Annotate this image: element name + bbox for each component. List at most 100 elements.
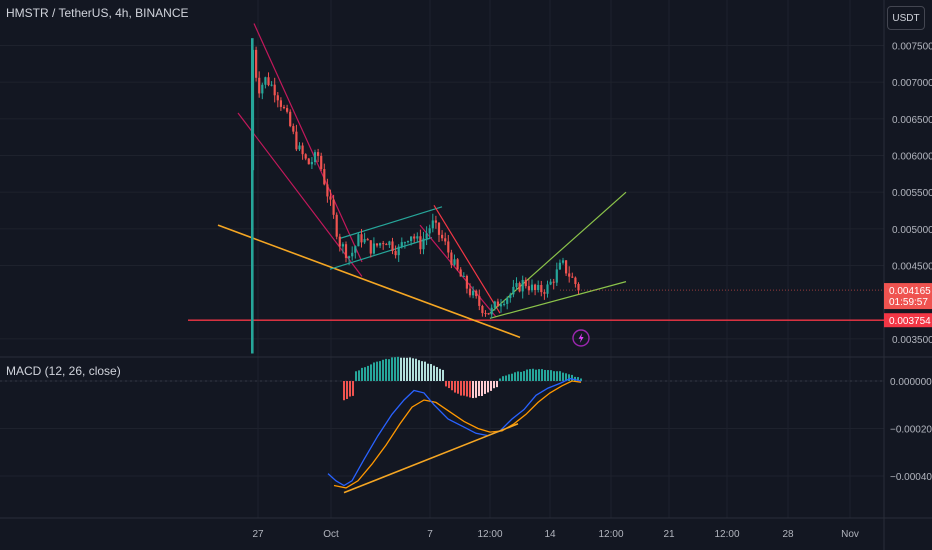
macd-histogram-bar [517,371,519,381]
channel-red-upper [253,23,363,263]
wedge-green-lower [489,281,627,319]
macd-histogram-bar [580,378,582,381]
candle-body [298,145,301,150]
candle-body [397,246,400,256]
candle-body [416,236,419,239]
channel-green-lower [329,237,433,270]
candle-body [369,240,372,254]
candle-body [267,77,270,86]
candle-body [512,286,515,295]
macd-histogram-bar [529,369,531,381]
candle-body [428,228,431,234]
symbol-title: HMSTR / TetherUS, 4h, BINANCE [6,6,189,20]
macd-histogram-bar [469,381,471,398]
macd-histogram-bar [418,360,420,381]
channel-red-lower [237,112,363,277]
time-tick-label: 12:00 [714,529,739,540]
macd-histogram-bar [535,369,537,381]
last-price-badge-bg [884,283,932,310]
candle-body [341,244,344,247]
macd-histogram-bar [388,359,390,381]
macd-histogram-bar [466,381,468,397]
candle-listing-spike [251,38,254,354]
candle-body [441,234,444,239]
macd-histogram-bar [541,369,543,381]
candle-body [558,262,561,270]
candle-body [270,84,273,86]
candle-body [301,145,304,155]
macd-histogram-bar [484,381,486,394]
macd-histogram-bar [532,368,534,381]
macd-histogram-bar [547,370,549,381]
candle-body [304,154,307,159]
candle-body [348,256,351,258]
candle-body [400,242,403,247]
macd-histogram-bar [553,371,555,381]
macd-pane [0,356,884,494]
candle-body [307,158,310,165]
macd-histogram-bar [565,373,567,381]
last-price-countdown: 01:59:57 [889,297,928,308]
macd-histogram-bar [361,367,363,381]
candle-body [422,238,425,250]
candle-body [382,243,385,245]
macd-histogram-bar [346,381,348,399]
macd-histogram-bar [436,367,438,381]
candle-body [320,155,323,170]
candle-body [323,169,326,185]
macd-histogram-bar [559,371,561,381]
candle-body [537,284,540,291]
candle-body [540,284,543,293]
macd-line [327,377,582,487]
macd-histogram-bar [526,369,528,381]
macd-histogram-bar [505,375,507,381]
macd-histogram-bar [514,372,516,381]
candle-body [310,162,313,165]
trendline-orange [217,224,521,339]
candle-body [326,184,329,197]
candle-body [437,222,441,235]
candles [251,38,580,354]
time-tick-label: Nov [841,529,859,540]
macd-histogram-bar [460,381,462,396]
macd-histogram-bar [445,381,447,387]
support-badge: 0.003754 [884,313,932,328]
macd-signal-line [333,380,582,489]
candle-body [295,131,298,150]
candle-body [518,283,521,292]
candle-body [403,242,406,244]
candle-body [521,279,524,292]
time-tick-label: 7 [427,529,433,540]
candle-body [543,292,546,294]
macd-histogram-bar [478,381,480,397]
macd-label: MACD (12, 26, close) [6,364,121,378]
candle-body [546,284,549,294]
candle-body [410,236,413,242]
candle-body [255,49,258,78]
macd-histogram-bar [577,377,579,381]
candle-body [475,290,478,297]
candle-body [565,260,568,274]
candle-body [372,243,375,254]
axes: 0.007500 0.007000 0.006500 0.006000 0.005500… [252,42,932,540]
lightning-icon[interactable] [572,329,590,347]
macd-histogram-bar [430,364,432,381]
drawings [188,23,884,339]
currency-button[interactable]: USDT [887,6,925,30]
macd-histogram-bar [490,381,492,391]
decline-red-upper [433,205,501,314]
candle-body [388,241,391,246]
candle-body [276,95,279,101]
support-badge-bg [884,313,932,328]
macd-histogram-bar [523,371,525,381]
candle-body [363,239,366,243]
candle-body [509,294,512,299]
candle-body [282,106,286,109]
candle-body [571,276,574,278]
candle-body [354,246,357,253]
candle-body [481,305,484,314]
candle-body [447,241,450,253]
candle-body [493,301,496,308]
macd-histogram-bar [412,358,414,381]
